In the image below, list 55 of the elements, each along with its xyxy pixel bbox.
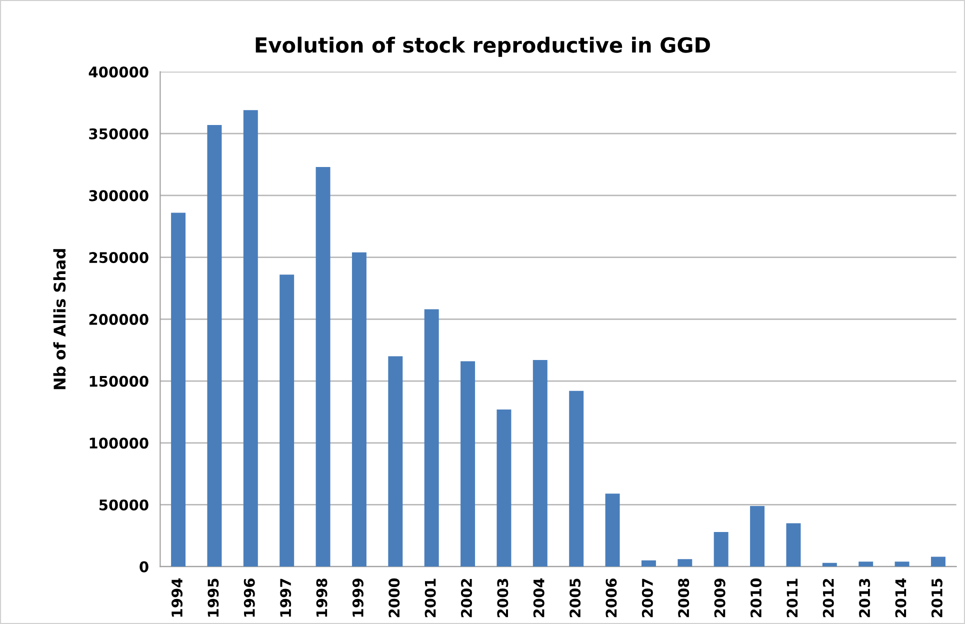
bar <box>894 562 910 567</box>
y-tick-label: 150000 <box>90 376 148 387</box>
bar <box>822 562 837 567</box>
bar <box>641 560 656 567</box>
bar <box>678 559 692 567</box>
bar <box>280 274 294 567</box>
x-tick-label: 2000 <box>388 578 400 618</box>
x-tick-label: 1994 <box>172 578 183 617</box>
x-tick-label: 2001 <box>424 578 436 618</box>
bar <box>750 506 765 567</box>
bar <box>424 309 439 567</box>
y-tick-label: 100000 <box>90 438 148 449</box>
bar <box>569 390 584 567</box>
x-tick-label: 2015 <box>931 578 942 618</box>
y-tick-label: 0 <box>140 561 148 572</box>
y-axis-title: Nb of Allis Shad <box>53 249 66 390</box>
y-tick-label: 200000 <box>89 314 148 325</box>
chart-title: Evolution of stock reproductive in GGD <box>256 36 710 57</box>
x-tick-label: 1998 <box>316 578 328 617</box>
bar <box>605 494 620 567</box>
bar <box>243 110 258 567</box>
x-tick-label: 2012 <box>822 578 834 618</box>
x-tick-label: 2004 <box>533 578 544 618</box>
bar <box>316 167 330 567</box>
x-tick-label: 2005 <box>570 578 581 618</box>
bar <box>714 532 728 567</box>
bar <box>532 360 548 567</box>
x-tick-label: 2013 <box>859 578 870 618</box>
bar <box>171 212 186 567</box>
x-tick-label: 2008 <box>678 578 690 618</box>
y-tick-label: 250000 <box>89 252 148 264</box>
bar <box>496 409 512 567</box>
bar <box>858 562 874 567</box>
x-tick-label: 1995 <box>208 578 219 617</box>
x-tick-label: 2010 <box>750 578 762 618</box>
x-tick-label: 2011 <box>786 578 798 618</box>
bar <box>786 523 801 567</box>
x-tick-label: 2014 <box>895 578 906 618</box>
bar <box>207 124 222 567</box>
bar <box>388 356 403 567</box>
x-tick-label: 2007 <box>642 578 653 618</box>
bar <box>352 252 366 567</box>
x-tick-label: 2009 <box>714 578 726 618</box>
x-tick-label: 1997 <box>280 578 292 617</box>
x-tick-label: 1996 <box>244 578 255 617</box>
bar <box>460 361 476 567</box>
x-tick-label: 2002 <box>460 578 472 618</box>
y-tick-label: 350000 <box>89 128 148 140</box>
x-tick-label: 2003 <box>497 578 508 618</box>
y-tick-label: 300000 <box>89 190 148 202</box>
y-tick-label: 400000 <box>88 66 148 78</box>
bar <box>930 556 946 567</box>
y-tick-label: 50000 <box>99 499 148 510</box>
x-tick-label: 1999 <box>352 578 364 617</box>
x-tick-label: 2006 <box>606 578 617 618</box>
